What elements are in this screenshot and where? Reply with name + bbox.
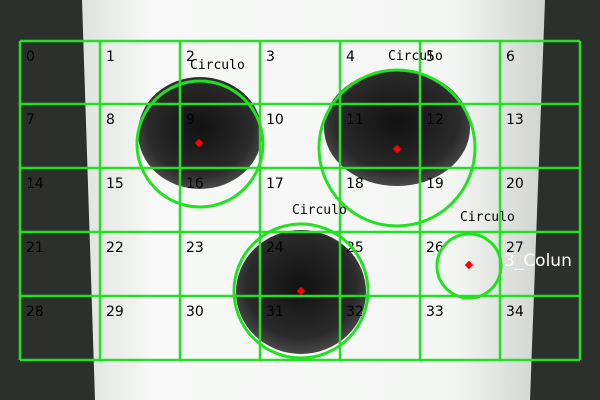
cell-number: 9 xyxy=(186,112,195,128)
center-markers xyxy=(194,138,474,296)
cell-number: 23 xyxy=(186,240,204,256)
detection-label: Circulo xyxy=(388,49,443,64)
cell-number: 14 xyxy=(26,176,44,192)
cell-number: 19 xyxy=(426,176,444,192)
cell-number: 34 xyxy=(506,304,524,320)
cell-number: 12 xyxy=(426,112,444,128)
cell-number: 4 xyxy=(346,49,355,65)
overlay-text: 3_Colun xyxy=(504,251,572,271)
detection-circle xyxy=(232,222,370,360)
cell-number: 8 xyxy=(106,112,115,128)
cell-number: 24 xyxy=(266,240,284,256)
center-marker xyxy=(392,144,402,154)
cell-number: 22 xyxy=(106,240,124,256)
detection-label: Circulo xyxy=(292,203,347,218)
cell-number: 7 xyxy=(26,112,35,128)
cell-number: 28 xyxy=(26,304,44,320)
cell-number: 6 xyxy=(506,49,515,65)
cell-number: 20 xyxy=(506,176,524,192)
cell-number: 10 xyxy=(266,112,284,128)
cell-number: 5 xyxy=(426,49,435,65)
cell-number: 33 xyxy=(426,304,444,320)
cell-number: 32 xyxy=(346,304,364,320)
detection-circle xyxy=(317,68,477,228)
cell-number: 1 xyxy=(106,49,115,65)
detection-circle xyxy=(435,232,503,300)
cell-number: 16 xyxy=(186,176,204,192)
detection-circle xyxy=(135,79,265,209)
cell-number: 30 xyxy=(186,304,204,320)
cell-number: 11 xyxy=(346,112,364,128)
hole-blob xyxy=(324,70,470,186)
cell-number: 0 xyxy=(26,49,35,65)
cell-number: 15 xyxy=(106,176,124,192)
cell-number: 3 xyxy=(266,49,275,65)
center-marker xyxy=(194,138,204,148)
cell-number: 31 xyxy=(266,304,284,320)
detection-label: Circulo xyxy=(190,58,245,73)
cell-number: 17 xyxy=(266,176,284,192)
center-marker xyxy=(296,286,306,296)
detection-label: Circulo xyxy=(460,210,515,225)
center-marker xyxy=(464,260,474,270)
cell-number: 21 xyxy=(26,240,44,256)
cell-number: 27 xyxy=(506,240,524,256)
hole-blob xyxy=(138,77,262,189)
cell-number: 18 xyxy=(346,176,364,192)
cell-number: 29 xyxy=(106,304,124,320)
detection-circles xyxy=(135,68,503,360)
cell-number: 13 xyxy=(506,112,524,128)
cell-number: 2 xyxy=(186,49,195,65)
